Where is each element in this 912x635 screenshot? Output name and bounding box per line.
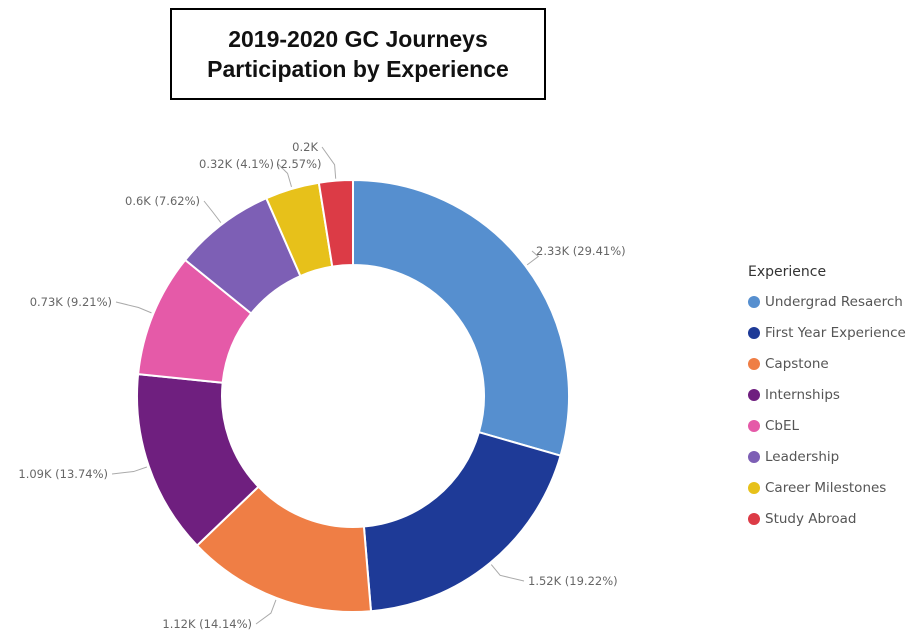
legend-item-internships[interactable]: Internships — [748, 379, 906, 410]
data-label-cbel: 0.73K (9.21%) — [30, 295, 112, 309]
legend-label: Leadership — [765, 448, 840, 465]
chart-title-box: 2019-2020 GC Journeys Participation by E… — [170, 8, 546, 100]
chart-title-line1: 2019-2020 GC Journeys — [228, 26, 488, 52]
leader-line-career-milestones — [277, 163, 292, 187]
leader-line-capstone — [255, 599, 277, 625]
legend-label: Undergrad Resaerch — [765, 293, 903, 310]
legend-item-first-year-experience[interactable]: First Year Experience — [748, 317, 906, 348]
legend-item-undergrad-resaerch[interactable]: Undergrad Resaerch — [748, 286, 906, 317]
data-label-career-milestones: 0.32K (4.1%) — [199, 157, 274, 171]
data-label-study-abroad-percent: (2.57%) — [276, 157, 322, 171]
legend-label: Capstone — [765, 355, 829, 372]
leader-line-first-year-experience — [490, 564, 525, 582]
legend-item-leadership[interactable]: Leadership — [748, 441, 906, 472]
chart-legend: Experience Undergrad Resaerch First Year … — [748, 264, 906, 534]
legend-label: Internships — [765, 386, 840, 403]
legend-label: Study Abroad — [765, 510, 857, 527]
data-label-leadership: 0.6K (7.62%) — [125, 194, 200, 208]
legend-title: Experience — [748, 264, 827, 280]
legend-dot-icon — [748, 357, 760, 370]
legend-label: CbEL — [765, 417, 800, 434]
leader-line-undergrad-resaerch — [526, 250, 540, 266]
slice-undergrad-resaerch[interactable] — [352, 178, 570, 457]
legend-item-capstone[interactable]: Capstone — [748, 348, 906, 379]
leader-line-internships — [111, 466, 148, 475]
legend-dot-icon — [748, 326, 760, 339]
data-label-internships: 1.09K (13.74%) — [18, 467, 108, 481]
leader-line-study-abroad — [321, 146, 337, 179]
chart-title-line2: Participation by Experience — [207, 56, 509, 82]
legend-dot-icon — [748, 481, 760, 494]
legend-dot-icon — [748, 450, 760, 463]
legend-dot-icon — [748, 512, 760, 525]
legend-item-study-abroad[interactable]: Study Abroad — [748, 503, 906, 534]
legend-item-cbel[interactable]: CbEL — [748, 410, 906, 441]
legend-dot-icon — [748, 295, 760, 308]
data-label-capstone: 1.12K (14.14%) — [162, 617, 252, 631]
data-label-undergrad-resaerch: 2.33K (29.41%) — [536, 244, 626, 258]
legend-dot-icon — [748, 388, 760, 401]
legend-label: Career Milestones — [765, 479, 887, 496]
slice-first-year-experience[interactable] — [362, 430, 562, 613]
legend-dot-icon — [748, 419, 760, 432]
legend-label: First Year Experience — [765, 324, 906, 341]
legend-item-career-milestones[interactable]: Career Milestones — [748, 472, 906, 503]
slice-study-abroad[interactable] — [317, 178, 354, 268]
leader-line-leadership — [203, 200, 222, 223]
leader-line-cbel — [115, 301, 152, 314]
data-label-study-abroad: 0.2K — [292, 140, 318, 154]
data-label-first-year-experience: 1.52K (19.22%) — [528, 574, 618, 588]
